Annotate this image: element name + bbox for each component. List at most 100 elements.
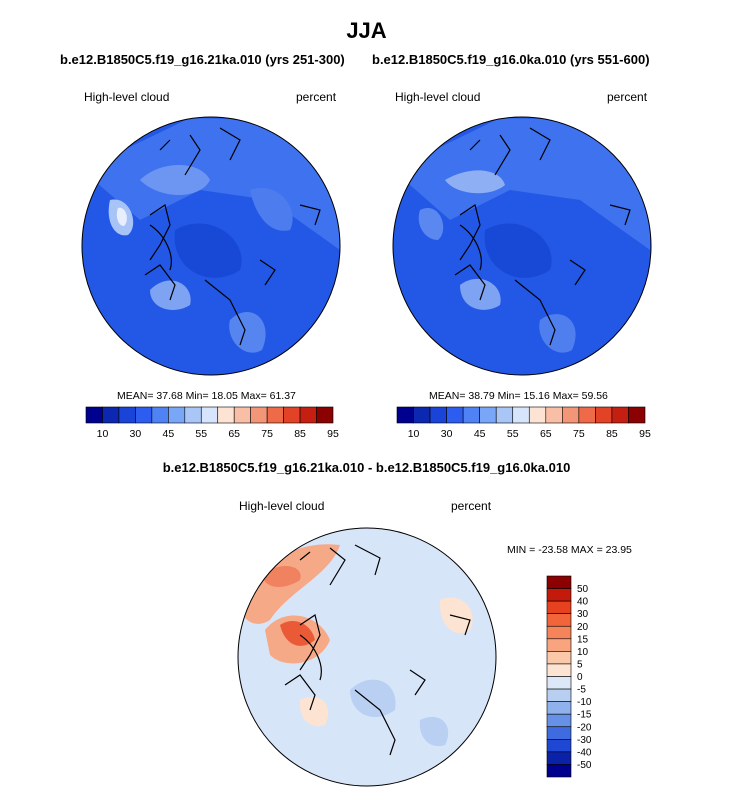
panel-1-colorbar-swatch: [102, 406, 120, 424]
diff-colorbar-swatch: [546, 726, 572, 740]
panel-2-colorbar-swatch: [429, 406, 447, 424]
diff-map-border: [237, 527, 497, 787]
panel-2-colorbar-swatch: [611, 406, 629, 424]
panel-2-colorbar-swatch: [512, 406, 530, 424]
panel-1-colorbar-tick-label: 30: [130, 428, 142, 440]
diff-colorbar-swatch: [546, 600, 572, 614]
panel-1-colorbar-tick-label: 55: [195, 428, 207, 440]
panel-1-colorbar-swatch: [168, 406, 186, 424]
panel-2-colorbar: 10 30 45 55 65 75 85 95: [396, 406, 651, 440]
panel-1-colorbar-swatch: [233, 406, 251, 424]
panel-2-colorbar-tick-label: 45: [474, 428, 486, 440]
panel-2-colorbar-tick-label: 95: [639, 428, 651, 440]
panel-2-colorbar-tick-label: 75: [573, 428, 585, 440]
diff-case-title: b.e12.B1850C5.f19_g16.21ka.010 - b.e12.B…: [162, 460, 571, 475]
panel-1-colorbar-swatch: [85, 406, 103, 424]
diff-colorbar-tick-label: -5: [577, 685, 586, 696]
panel-1-colorbar-swatch: [118, 406, 136, 424]
panel-1-colorbar-tick-label: 65: [228, 428, 240, 440]
diff-colorbar-tick-label: -50: [577, 760, 592, 771]
panel-2-colorbar-swatch: [479, 406, 497, 424]
diff-colorbar-tick-label: 50: [577, 584, 589, 595]
diff-colorbar-tick-label: 15: [577, 634, 589, 645]
panel-1-map: [82, 117, 340, 375]
diff-colorbar-swatch: [546, 625, 572, 640]
panel-1-colorbar-swatch: [217, 406, 235, 424]
panel-2-colorbar-swatch: [545, 406, 563, 424]
panel-2-units-label: percent: [607, 90, 648, 104]
diff-colorbar-swatch: [546, 764, 572, 778]
panel-1-case-title: b.e12.B1850C5.f19_g16.21ka.010 (yrs 251-…: [60, 52, 345, 67]
diff-colorbar-tick-label: 5: [577, 659, 583, 670]
diff-colorbar-swatch: [546, 688, 572, 702]
diff-colorbar-swatch: [546, 588, 572, 602]
diff-colorbar-tick-label: -10: [577, 697, 592, 708]
diff-colorbar-tick-label: 10: [577, 647, 589, 658]
panel-2-map: [393, 117, 651, 375]
panel-1-colorbar-swatch: [135, 406, 153, 424]
panel-2-field-label: High-level cloud: [395, 90, 481, 104]
diff-colorbar-tick-label: 40: [577, 597, 589, 608]
panel-1-stats: MEAN= 37.68 Min= 18.05 Max= 61.37: [117, 390, 296, 402]
diff-colorbar-tick-label: 0: [577, 672, 583, 683]
panel-2-stats: MEAN= 38.79 Min= 15.16 Max= 59.56: [429, 390, 608, 402]
diff-colorbar-tick-label: -20: [577, 722, 592, 733]
panel-2-colorbar-swatch: [528, 406, 547, 424]
panel-1-colorbar-swatch: [151, 406, 169, 424]
panel-2-colorbar-tick-label: 85: [606, 428, 618, 440]
diff-colorbar-tick-label: -40: [577, 747, 592, 758]
diff-colorbar-swatch: [546, 713, 572, 728]
diff-colorbar-swatch: [546, 701, 572, 715]
panel-1-colorbar-swatch: [250, 406, 268, 424]
panel-2-colorbar-swatch: [578, 406, 596, 424]
panel-2-colorbar-swatch: [413, 406, 431, 424]
diff-units-label: percent: [451, 499, 492, 513]
panel-2-case-title: b.e12.B1850C5.f19_g16.0ka.010 (yrs 551-6…: [372, 52, 650, 67]
panel-1-colorbar-swatch: [283, 406, 301, 424]
panel-1-colorbar-swatch: [184, 406, 202, 424]
diff-colorbar-swatch: [546, 613, 572, 627]
diff-colorbar-tick-label: 30: [577, 609, 589, 620]
panel-2-colorbar-tick-label: 30: [441, 428, 453, 440]
diff-stats: MIN = -23.58 MAX = 23.95: [507, 544, 632, 556]
diff-colorbar-tick-label: 20: [577, 622, 589, 633]
diff-colorbar-swatch: [546, 751, 572, 765]
diff-colorbar-swatch: [546, 663, 572, 677]
panel-2-colorbar-tick-label: 65: [540, 428, 552, 440]
diff-colorbar-swatch: [546, 638, 572, 652]
panel-2-colorbar-tick-label: 55: [507, 428, 519, 440]
panel-2-colorbar-tick-label: 10: [408, 428, 420, 440]
panel-1-colorbar-swatch: [200, 406, 219, 424]
panel-1-map-border: [81, 116, 341, 376]
diff-field-label: High-level cloud: [239, 499, 325, 513]
panel-1-units-label: percent: [296, 90, 337, 104]
diff-colorbar-swatch: [546, 739, 572, 753]
panel-2-colorbar-swatch: [446, 406, 464, 424]
diff-map: [238, 528, 496, 786]
diff-colorbar-tick-label: -30: [577, 735, 592, 746]
panel-2-colorbar-swatch: [595, 406, 613, 424]
panel-2-colorbar-swatch: [628, 406, 646, 424]
diff-colorbar-swatch: [546, 575, 572, 589]
panel-2-map-border: [392, 116, 652, 376]
diff-colorbar-swatch: [546, 676, 572, 690]
diff-colorbar-tick-label: -15: [577, 710, 592, 721]
panel-2-colorbar-swatch: [495, 406, 514, 424]
panel-2-colorbar-swatch: [562, 406, 580, 424]
panel-1-colorbar-tick-label: 45: [162, 428, 174, 440]
panel-1-field-label: High-level cloud: [84, 90, 170, 104]
panel-1-colorbar-tick-label: 95: [327, 428, 339, 440]
panel-2-colorbar-swatch: [396, 406, 414, 424]
diff-colorbar-swatch: [546, 651, 572, 665]
panel-1-colorbar-tick-label: 10: [97, 428, 109, 440]
panel-2-colorbar-swatch: [462, 406, 480, 424]
page-title: JJA: [346, 18, 387, 43]
panel-1-colorbar-swatch: [316, 406, 334, 424]
panel-1-colorbar-tick-label: 75: [261, 428, 273, 440]
panel-1-colorbar-swatch: [299, 406, 317, 424]
panel-1-colorbar-tick-label: 85: [294, 428, 306, 440]
panel-1-colorbar: 10 30 45 55 65 75 85 95: [85, 406, 339, 440]
panel-1-colorbar-swatch: [266, 406, 284, 424]
